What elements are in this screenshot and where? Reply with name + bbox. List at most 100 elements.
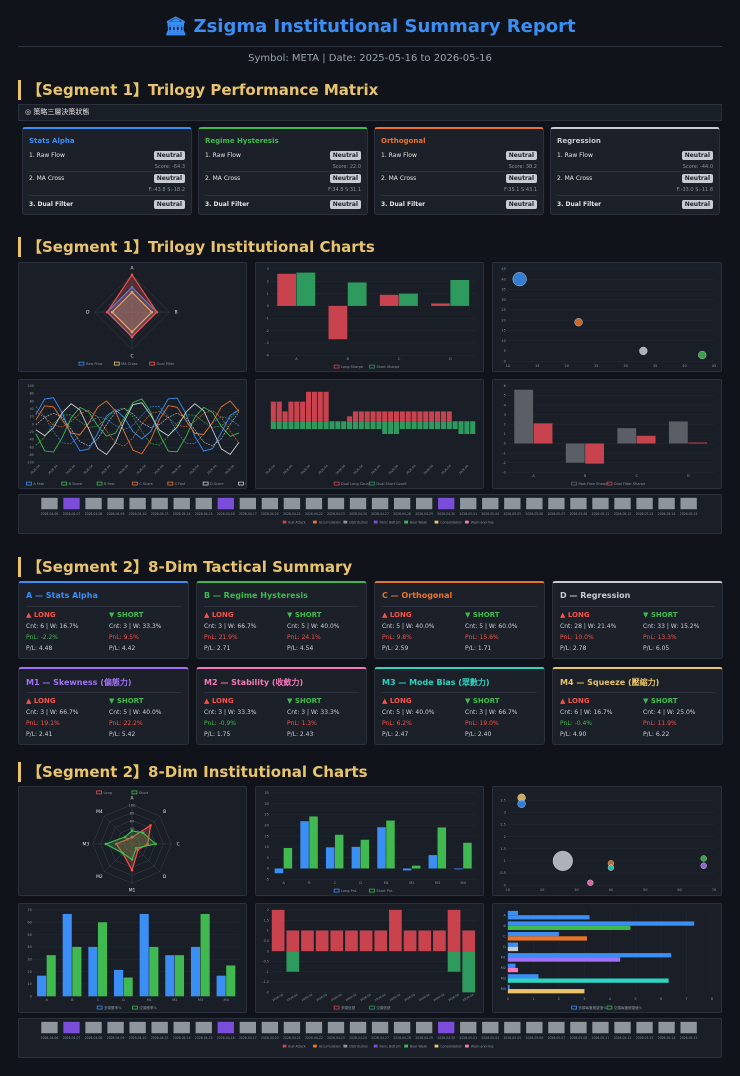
count-bar-short	[423, 421, 429, 430]
legend-label: Short Sharpe	[376, 365, 399, 369]
hbar-long	[507, 974, 539, 979]
legend-swatch	[369, 888, 375, 893]
line-series	[35, 410, 240, 447]
legend-swatch	[369, 481, 375, 486]
x-tick-label: 2026-04	[29, 464, 41, 476]
y-tick-label: 0	[267, 304, 269, 308]
short-column: ▼ SHORT Cnt: 3 | W: 66.7% PnL: 19.0% P/L…	[465, 697, 543, 738]
short-header: ▼ SHORT	[643, 697, 678, 705]
long-column: ▲ LONG Cnt: 28 | W: 21.4% PnL: 10.0% P/L…	[560, 611, 638, 652]
y-tick-label: 60	[27, 920, 31, 924]
regime-date: 2026-04-21	[283, 512, 301, 516]
x-tick-label: 2026-04	[440, 464, 452, 476]
bar-mark	[533, 423, 553, 444]
bar-mark	[97, 922, 108, 997]
signal-bar-long	[462, 930, 476, 952]
legend-swatch	[238, 481, 244, 486]
divider	[557, 195, 713, 196]
legend-label: 多頭勝率%	[104, 1005, 122, 1010]
bar-mark	[668, 421, 688, 444]
x-tick-label: 2026-04	[403, 993, 416, 1003]
short-column: ▼ SHORT Cnt: 3 | W: 33.3% PnL: 9.5% P/L:…	[109, 611, 187, 652]
scatter-chart-1: 0 5 10 15 20 25 30 35 40 45 10 15 20 25 30 35 40 45	[492, 262, 722, 372]
count-bar-long	[440, 411, 446, 422]
tactical-card: M2 — Stability (收斂力) ▲ LONG Cnt: 3 | W: …	[196, 667, 367, 745]
y-tick-label: 0	[30, 994, 32, 998]
status-badge: Neutral	[329, 151, 361, 160]
long-count: Cnt: 5 | W: 40.0%	[382, 623, 435, 630]
y-tick-label: -100	[26, 461, 34, 465]
count-bar-short	[282, 421, 288, 430]
count-bar-short	[276, 421, 282, 430]
legend-label: C Score	[139, 482, 152, 486]
divider	[29, 171, 185, 172]
count-bar-long	[364, 411, 370, 422]
x-tick-label: C	[97, 998, 100, 1002]
x-tick-label: C	[635, 474, 638, 478]
count-bar-long	[434, 411, 441, 422]
fs-text: F:35.1 S:43.1	[504, 187, 537, 193]
x-tick-label: 2026-04	[100, 464, 112, 476]
hbar-long	[507, 963, 516, 968]
regime-cell	[371, 497, 389, 510]
radar-axis-label: B	[175, 310, 178, 316]
count-bar-short	[364, 421, 370, 430]
divider	[382, 692, 537, 693]
regime-date: 2026-05-15	[680, 1036, 698, 1040]
bar-mark	[431, 303, 450, 306]
divider	[560, 692, 715, 693]
legend-swatch	[202, 481, 209, 486]
x-tick-label: D	[359, 881, 362, 885]
long-header: ▲ LONG	[560, 697, 590, 705]
x-tick-label: 2026-04	[458, 464, 470, 476]
y-tick-label: 25	[501, 308, 505, 312]
x-tick-label: 2026-04	[462, 993, 475, 1003]
x-tick-label: 45	[712, 364, 716, 368]
radar-axis-label: A	[131, 795, 134, 801]
legend-swatch	[606, 1005, 613, 1010]
bar-chart-winrate: 0 10 20 30 40 50 60 70 A B C D M1 M2 M3 M4 多頭勝率% 空頭勝率%	[18, 903, 247, 1013]
radar-axis-label: D	[86, 310, 90, 316]
y-tick-label: -2	[502, 461, 506, 465]
long-pnl: PnL: -2.2%	[26, 634, 58, 641]
short-count: Cnt: 3 | W: 66.7%	[465, 709, 518, 716]
long-column: ▲ LONG Cnt: 5 | W: 40.0% PnL: 6.2% P/L: …	[382, 697, 460, 738]
y-tick-label: 1.5	[264, 918, 269, 922]
signal-bar-long	[286, 930, 300, 952]
count-bar-long	[388, 411, 394, 422]
x-tick-label: 20	[565, 364, 569, 368]
tactical-card-title: M3 — Mode Bias (眾數力)	[382, 678, 490, 687]
count-bar-short	[393, 421, 400, 434]
legend-swatch	[404, 520, 408, 524]
x-tick-label: 2026-04	[65, 464, 77, 476]
fs-text: F:34.8 S:31.1	[328, 187, 361, 193]
row-label: 2. MA Cross	[557, 175, 593, 182]
regime-date: 2026-04-09	[107, 512, 125, 516]
x-tick-label: 2026-04	[423, 464, 435, 476]
legend-label: Panic Bottom	[380, 521, 401, 525]
ma-cross-row: 2. MA Cross Neutral	[205, 174, 361, 184]
x-tick-label: 0	[507, 997, 509, 1001]
y-tick-label: 0	[267, 949, 269, 953]
regime-date: 2026-05-01	[459, 512, 477, 516]
long-column: ▲ LONG Cnt: 5 | W: 40.0% PnL: 9.8% P/L: …	[382, 611, 460, 652]
hbar-long	[507, 942, 519, 947]
count-bar-short	[306, 421, 312, 430]
legend-swatch	[333, 364, 340, 369]
raw-flow-row: 1. Raw Flow Neutral	[557, 151, 713, 161]
y-tick-label: 1	[504, 859, 506, 863]
bar-mark	[463, 842, 472, 869]
regime-cell	[393, 1021, 411, 1034]
long-pl: P/L: 4.48	[26, 645, 53, 652]
regime-strip-2: 2026-04-06 2026-04-07 2026-04-08 2026-04-09…	[18, 1018, 722, 1058]
hbar-short	[507, 946, 519, 952]
hbar-long	[507, 984, 510, 990]
radar-tick: 40	[130, 827, 135, 831]
y-tick-label: 0.5	[264, 939, 269, 943]
count-bar-long	[276, 401, 282, 422]
long-pl: P/L: 1.75	[204, 731, 231, 738]
legend-label: Dual Filter	[157, 362, 175, 366]
y-tick-label: 5	[504, 349, 506, 353]
bank-icon: 🏛	[164, 16, 194, 37]
segment2-charts-heading: 【Segment 2】8-Dim Institutional Charts	[18, 762, 368, 782]
